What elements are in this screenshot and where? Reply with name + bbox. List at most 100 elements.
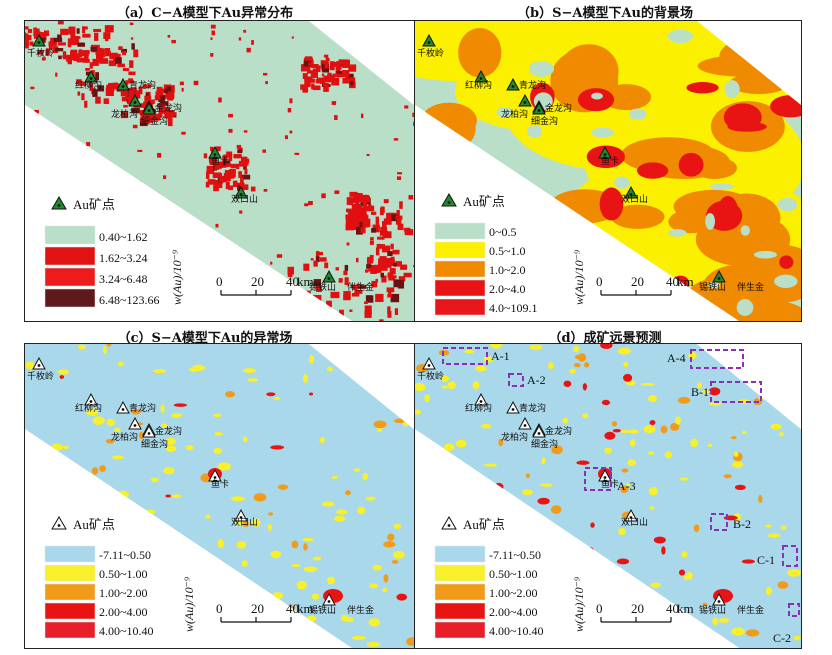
anomaly-cell: [343, 291, 351, 296]
anomaly-cell: [369, 254, 374, 262]
anomaly-cell: [118, 46, 123, 51]
anomaly-cell: [315, 78, 323, 84]
legend-deposit-dot: [57, 204, 61, 207]
anomaly-cell: [355, 284, 361, 288]
background-zone-base: [707, 281, 720, 289]
anomaly-cell: [389, 268, 396, 275]
anomaly-spot: [708, 402, 722, 406]
anomaly-cell: [380, 258, 388, 267]
anomaly-cell: [37, 50, 44, 55]
anomaly-spot: [447, 381, 457, 390]
anomaly-cell: [122, 68, 130, 72]
anomaly-spot: [707, 443, 713, 447]
anomaly-cell: [223, 154, 228, 161]
anomaly-cell: [335, 267, 339, 271]
anomaly-cell: [371, 280, 378, 288]
anomaly-cell: [412, 112, 414, 117]
background-zone-high: [577, 88, 615, 112]
anomaly-spot: [331, 475, 338, 480]
anomaly-cell: [82, 26, 86, 34]
anomaly-cell: [342, 60, 351, 68]
anomaly-cell: [226, 163, 231, 167]
anomaly-cell: [388, 289, 392, 295]
anomaly-cell: [128, 71, 136, 76]
background-zone-mid: [610, 204, 665, 229]
anomaly-spot: [319, 437, 325, 444]
anomaly-cell: [318, 251, 324, 256]
anomaly-cell: [311, 64, 319, 69]
anomaly-cell: [396, 176, 402, 180]
anomaly-cell: [93, 59, 98, 66]
anomaly-cell: [315, 65, 321, 73]
anomaly-spot: [569, 368, 576, 374]
anomaly-spot: [562, 417, 569, 424]
anomaly-spot: [438, 349, 450, 356]
anomaly-spot: [623, 373, 633, 382]
anomaly-cell: [349, 80, 354, 86]
anomaly-cell: [387, 310, 392, 318]
scale-tick-label: 0: [596, 601, 603, 616]
anomaly-cell: [157, 152, 162, 158]
anomaly-cell: [113, 82, 118, 90]
anomaly-spot: [734, 484, 746, 490]
au-deposit-marker-icon: [532, 101, 546, 115]
site-label: 鱼卡: [211, 155, 229, 167]
anomaly-cell: [389, 259, 395, 267]
legend-swatch: [44, 225, 96, 245]
anomaly-spot: [616, 558, 630, 565]
anomaly-cell: [72, 53, 80, 59]
au-deposit-dot: [121, 85, 125, 88]
anomaly-cell: [334, 115, 338, 120]
anomaly-cell: [218, 97, 222, 103]
anomaly-cell: [390, 243, 394, 250]
anomaly-spot: [617, 347, 631, 355]
anomaly-cell: [40, 34, 47, 41]
anomaly-cell: [120, 111, 128, 119]
site-label: 青龙沟: [129, 402, 156, 414]
anomaly-spot: [366, 642, 381, 647]
anomaly-cell: [351, 203, 361, 208]
anomaly-spot: [368, 618, 381, 627]
value-axis-label: w(Au)/10⁻⁹: [170, 250, 184, 305]
anomaly-cell: [397, 223, 404, 231]
legend-item-label: 0.50~1.00: [99, 567, 148, 581]
anomaly-cell: [123, 104, 128, 108]
scale-unit: km: [677, 274, 694, 289]
anomaly-spot: [745, 629, 760, 637]
anomaly-cell: [315, 251, 320, 258]
anomaly-spot: [540, 483, 553, 487]
anomaly-cell: [304, 203, 309, 207]
au-deposit-marker-icon: [518, 416, 532, 430]
site-label: 青龙沟: [519, 79, 546, 91]
anomaly-spot: [623, 361, 629, 368]
au-deposit-dot: [37, 41, 41, 44]
anomaly-spot: [296, 580, 307, 590]
au-deposit-marker-icon: [598, 468, 612, 482]
study-area: [25, 21, 414, 321]
anomaly-spot: [683, 575, 690, 581]
legend-swatch: [434, 602, 486, 620]
anomaly-cell: [393, 138, 399, 141]
anomaly-cell: [276, 254, 283, 258]
au-deposit-dot: [511, 85, 515, 88]
anomaly-cell: [360, 227, 366, 234]
anomaly-cell: [304, 78, 311, 88]
anomaly-cell: [357, 193, 363, 202]
legend-swatch: [434, 545, 486, 563]
anomaly-spot: [247, 378, 259, 382]
anomaly-cell: [240, 184, 249, 190]
anomaly-spot: [165, 437, 176, 446]
anomaly-cell: [362, 195, 370, 203]
anomaly-cell: [380, 226, 388, 233]
anomaly-spot: [696, 382, 702, 389]
anomaly-cell: [76, 28, 80, 34]
au-deposit-marker-icon: [474, 69, 488, 83]
legend-item-label: 0.5~1.0: [489, 244, 526, 258]
anomaly-cell: [357, 214, 364, 219]
anomaly-cell: [392, 275, 397, 279]
anomaly-cell: [343, 270, 348, 276]
anomaly-cell: [67, 42, 72, 48]
anomaly-spot: [625, 482, 631, 487]
anomaly-cell: [104, 25, 114, 33]
